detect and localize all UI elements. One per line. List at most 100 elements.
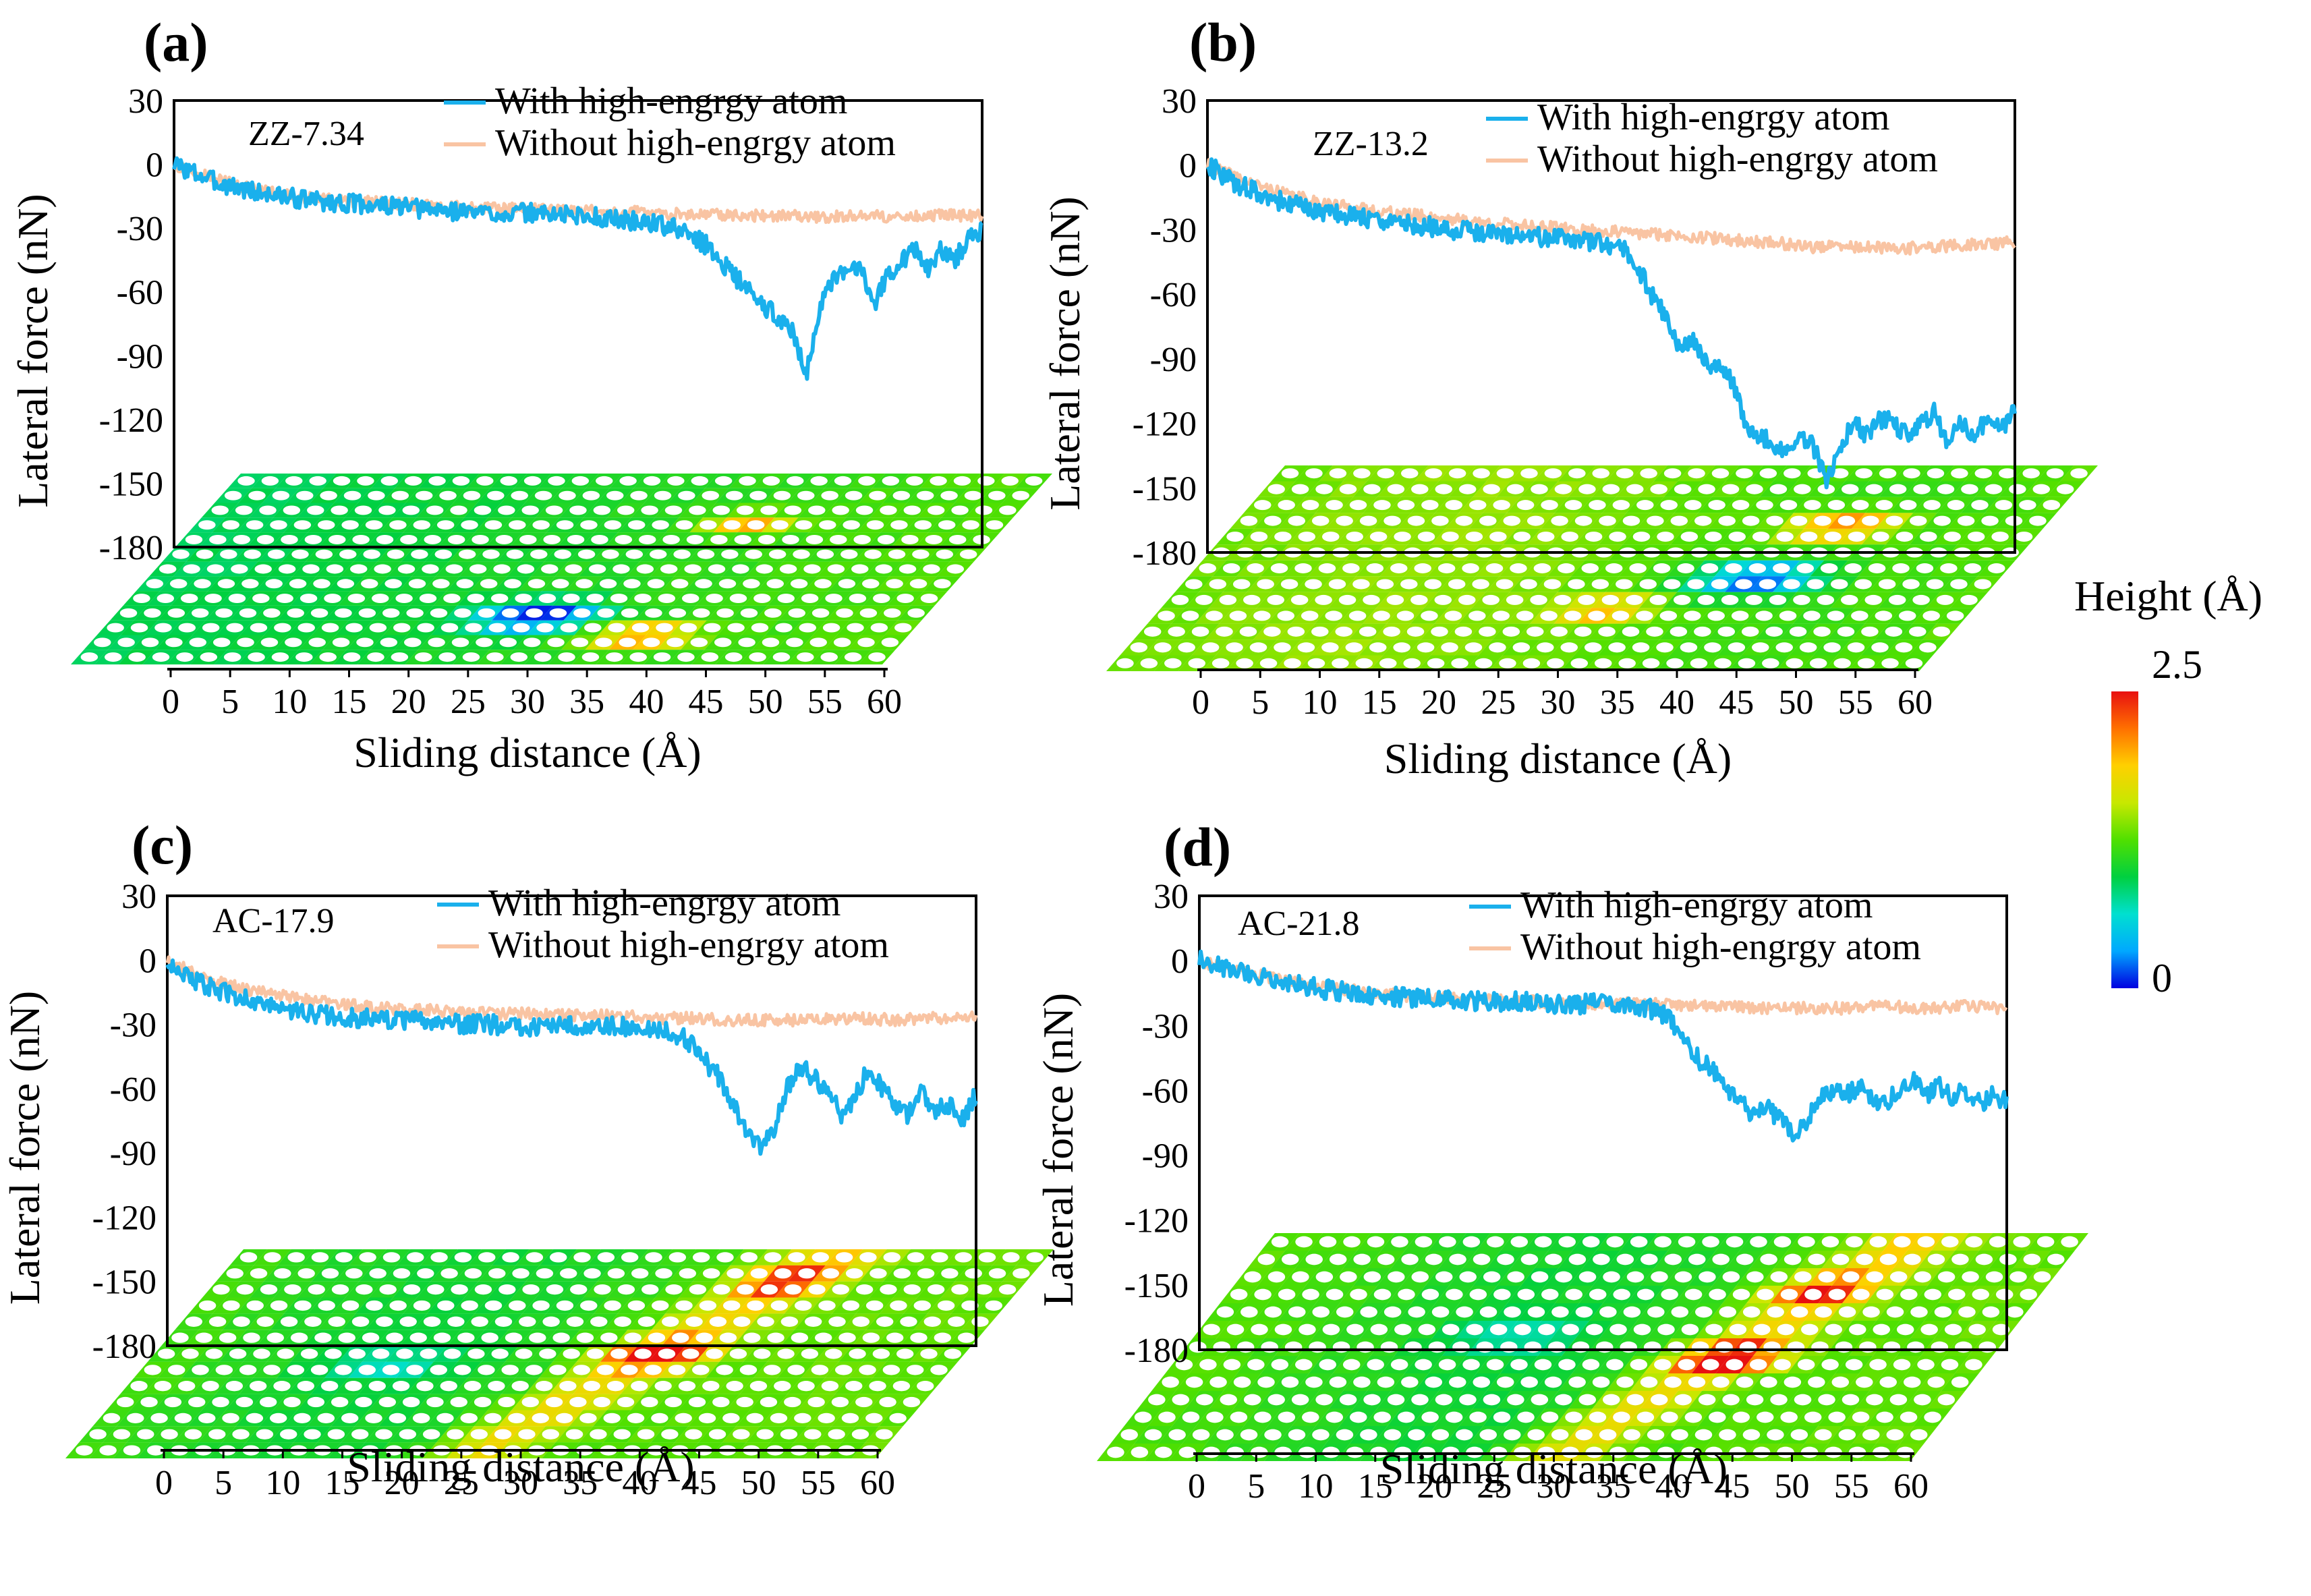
lattice-hole [525,1252,544,1263]
lattice-hole [304,534,322,544]
lattice-hole [791,1332,809,1343]
lattice-hole [682,1348,700,1359]
lattice-hole [231,564,248,574]
lattice-hole [1649,594,1667,605]
lattice-hole [1653,563,1671,574]
lattice-hole [814,1332,832,1343]
x-tick-label: 30 [1537,1467,1572,1506]
lattice-hole [1876,1288,1894,1301]
lattice-hole [1264,515,1282,526]
lattice-hole [215,1365,233,1375]
lattice-hole [1827,500,1846,511]
lattice-hole [1578,594,1595,605]
lattice-hole [1848,532,1866,542]
lattice-hole [801,1348,819,1359]
lattice-hole [391,490,409,501]
lattice-hole [432,579,450,589]
lattice-hole [1704,642,1721,653]
lattice-hole [774,1268,792,1279]
lattice-hole [1164,658,1182,668]
lattice-hole [665,1284,683,1295]
lattice-hole [1581,563,1599,574]
lattice-hole [326,564,344,574]
lattice-hole [202,623,220,633]
lattice-hole [1319,1359,1337,1371]
lattice-hole [656,623,673,633]
lattice-hole [1793,594,1810,605]
lattice-hole [549,1365,567,1375]
lattice-hole [1315,594,1332,605]
lattice-hole [320,1381,339,1392]
lattice-hole [570,1284,588,1295]
lattice-hole [324,594,341,604]
lattice-hole [1633,1323,1651,1336]
lattice-hole [1510,1236,1529,1248]
lattice-hole [1390,563,1408,574]
lattice-hole [1729,1323,1747,1336]
lattice-hole [1465,532,1483,542]
lattice-hole [1712,1253,1730,1265]
lattice-hole [1808,1376,1825,1388]
lattice-hole [208,1316,227,1327]
lattice-hole [1707,610,1725,621]
lattice-hole [699,1300,717,1311]
lattice-hole [1226,1323,1245,1336]
lattice-hole [1496,468,1514,479]
lattice-hole [1605,563,1623,574]
x-tick-label: 20 [384,1464,420,1502]
y-tick-label: -90 [1150,341,1197,379]
lattice-hole [290,1332,308,1343]
lattice-hole [2056,484,2074,494]
lattice-hole [1350,1288,1367,1301]
lattice-hole [750,1268,768,1279]
lattice-hole [393,1268,411,1279]
lattice-hole [1714,658,1732,668]
lattice-hole [1527,515,1545,526]
lattice-hole [225,1381,244,1392]
lattice-hole [1332,658,1349,668]
lattice-hole [1779,500,1798,511]
lattice-hole [1012,490,1029,501]
lattice-hole [1846,1236,1863,1248]
lattice-hole [400,534,418,544]
y-tick-label: -60 [1150,276,1197,314]
lattice-hole [851,1429,869,1440]
x-tick-label: 5 [1251,683,1269,722]
lattice-hole [788,608,805,618]
lattice-hole [1902,579,1920,590]
lattice-hole [795,520,813,530]
lattice-hole [739,1365,758,1375]
lattice-hole [612,564,630,574]
lattice-hole [558,652,575,662]
x-tick-label: 25 [444,1464,479,1502]
lattice-hole [1250,532,1268,542]
lattice-hole [1705,1323,1723,1336]
x-tick-label: 25 [1481,683,1516,722]
lattice-hole [1369,532,1388,542]
lattice-hole [675,1300,693,1311]
lattice-hole [1854,579,1872,590]
lattice-hole [422,564,439,574]
lattice-hole [1632,532,1651,542]
lattice-hole [788,1252,805,1263]
lattice-hole [428,637,445,648]
lattice-hole [1219,594,1237,605]
x-tick-label: 45 [1715,1467,1750,1506]
lattice-hole [923,1316,942,1327]
lattice-hole [1831,1376,1850,1388]
lattice-hole [1927,1376,1945,1388]
lattice-hole [869,1381,886,1392]
lattice-hole [498,1396,515,1408]
lattice-hole [420,1348,437,1359]
x-tick-label: 5 [215,1464,232,1502]
lattice-hole [1982,1306,2000,1318]
lattice-hole [406,608,424,618]
lattice-hole [1889,484,1907,494]
lattice-hole [1554,484,1572,494]
lattice-hole [869,1268,887,1279]
lattice-hole [1431,1306,1450,1318]
lattice-hole [862,579,880,589]
lattice-hole [948,534,967,544]
lattice-hole [734,534,751,544]
lattice-hole [1537,642,1554,653]
